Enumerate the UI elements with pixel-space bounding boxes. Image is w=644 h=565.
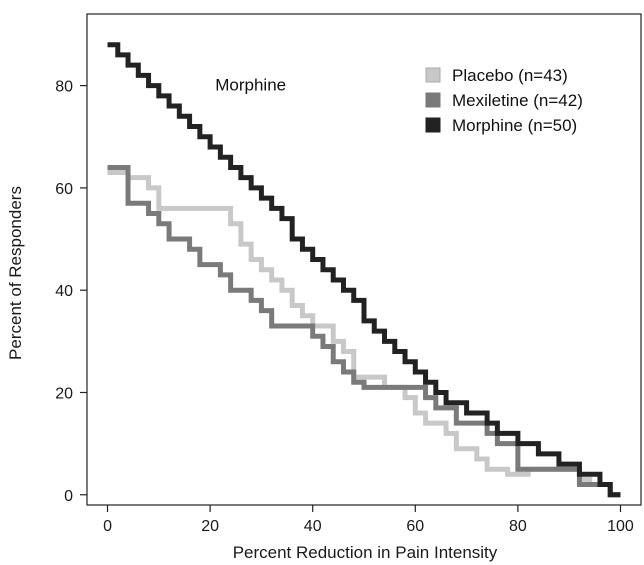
x-tick-label: 80	[509, 518, 527, 535]
legend-swatch	[425, 117, 441, 133]
x-tick-label: 20	[201, 518, 219, 535]
legend-label: Placebo (n=43)	[452, 66, 568, 85]
y-axis-title: Percent of Responders	[6, 186, 25, 360]
morphine-annotation: Morphine	[215, 76, 286, 95]
plot-area-frame	[86, 13, 642, 506]
x-axis-title: Percent Reduction in Pain Intensity	[233, 543, 498, 562]
y-tick-label: 60	[55, 181, 73, 198]
series-line-3	[107, 42, 621, 498]
x-tick-label: 40	[304, 518, 322, 535]
y-tick-label: 20	[55, 385, 73, 402]
legend-label: Mexiletine (n=42)	[452, 91, 583, 110]
legend-label: Morphine (n=50)	[452, 116, 577, 135]
x-tick-label: 60	[406, 518, 424, 535]
series-line-1	[107, 170, 621, 498]
legend-swatch	[425, 67, 441, 83]
y-tick-label: 80	[55, 79, 73, 96]
series-line-2	[107, 164, 621, 498]
legend-swatch	[425, 92, 441, 108]
y-tick-label: 40	[55, 283, 73, 300]
x-tick-label: 100	[607, 518, 634, 535]
x-tick-label: 0	[103, 518, 112, 535]
y-tick-label: 0	[64, 488, 73, 505]
